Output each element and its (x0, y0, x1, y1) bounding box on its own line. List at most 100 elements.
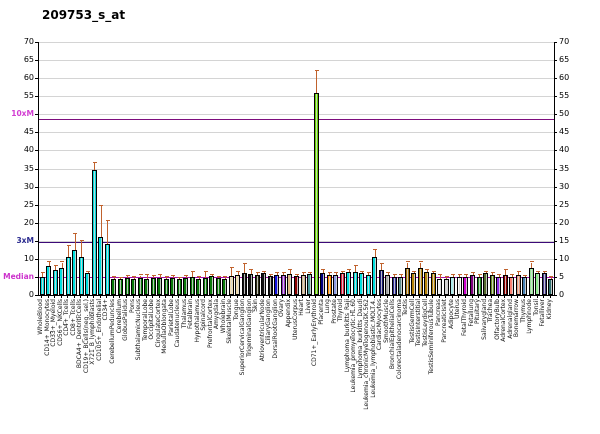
y-axis-label-left: 65 (23, 55, 34, 65)
y-axis-label-right: 0 (559, 290, 565, 299)
bar-center-stripe (368, 276, 370, 294)
error-whisker-cap (321, 268, 326, 270)
bar (391, 276, 397, 295)
x-tick (393, 295, 395, 298)
error-whisker (316, 70, 318, 93)
error-whisker (303, 273, 305, 276)
error-whisker-cap (86, 270, 91, 272)
error-whisker-cap (99, 205, 104, 207)
error-whisker (498, 275, 500, 277)
error-whisker-cap (184, 275, 189, 277)
y-tick-right (554, 240, 557, 242)
error-whisker (270, 274, 272, 277)
bar (104, 244, 110, 295)
error-whisker (185, 276, 187, 279)
bar-center-stripe (505, 276, 507, 294)
error-whisker-cap (281, 272, 286, 274)
bar-center-stripe (42, 277, 44, 294)
bar (463, 276, 469, 295)
bar-center-stripe (68, 258, 70, 294)
gridline (39, 204, 554, 206)
bar-center-stripe (270, 277, 272, 294)
error-whisker-cap (164, 275, 169, 277)
error-whisker (172, 275, 174, 279)
error-whisker-cap (190, 271, 195, 273)
x-tick (484, 295, 486, 298)
x-tick (67, 295, 69, 298)
error-whisker (518, 271, 520, 276)
error-whisker (439, 275, 441, 279)
bar (137, 278, 143, 295)
error-whisker-cap (379, 263, 384, 265)
bar-center-stripe (61, 268, 63, 294)
y-axis-label-left: 45 (23, 127, 34, 137)
bar (476, 276, 482, 295)
error-whisker (355, 266, 357, 272)
error-whisker-cap (288, 268, 293, 270)
error-whisker-cap (373, 248, 378, 250)
error-whisker-cap (549, 275, 554, 277)
bar-center-stripe (140, 279, 142, 294)
bar-center-stripe (387, 276, 389, 294)
gridline (39, 168, 554, 170)
y-tick-right (554, 78, 557, 80)
x-tick (47, 295, 49, 298)
bar-center-stripe (492, 276, 494, 294)
error-whisker (485, 272, 487, 274)
bar (267, 276, 273, 295)
bar-center-stripe (250, 275, 252, 294)
y-axis-label-left: 30 (23, 181, 34, 191)
error-whisker-cap (418, 261, 423, 263)
bar-center-stripe (465, 277, 467, 294)
bar-center-stripe (237, 276, 239, 294)
y-axis-label-right: 35 (559, 163, 570, 173)
error-whisker (394, 275, 396, 277)
bar-center-stripe (107, 245, 109, 294)
bar-center-stripe (361, 274, 363, 294)
error-whisker-cap (132, 276, 137, 278)
x-tick (295, 295, 297, 298)
bar-center-stripe (342, 274, 344, 294)
error-whisker (198, 276, 200, 279)
error-whisker-cap (105, 219, 110, 221)
bar (404, 267, 410, 295)
error-whisker-cap (542, 271, 547, 273)
y-axis-label-right: 65 (559, 55, 570, 65)
y-axis-label-right: 60 (559, 73, 570, 83)
bar-center-stripe (420, 268, 422, 294)
y-axis-label-left: 0 (28, 290, 34, 299)
x-tick (412, 295, 414, 298)
y-axis-label-right: 20 (559, 217, 570, 227)
y-axis-label-left: 3xM (16, 235, 34, 245)
bar-center-stripe (537, 274, 539, 294)
error-whisker-cap (216, 275, 221, 277)
x-tick (60, 295, 62, 298)
bar-center-stripe (472, 276, 474, 294)
x-tick (106, 295, 108, 298)
bar (150, 278, 156, 295)
error-whisker-cap (60, 261, 65, 263)
error-whisker-cap (347, 268, 352, 270)
bar (274, 275, 280, 295)
bar-center-stripe (329, 276, 331, 294)
x-tick (112, 295, 114, 298)
error-whisker (465, 275, 467, 277)
bar-center-stripe (322, 274, 324, 294)
gridline (39, 186, 554, 188)
x-tick (41, 295, 43, 298)
x-tick (321, 295, 323, 298)
bar-center-stripe (192, 278, 194, 294)
bar (176, 279, 182, 295)
error-whisker (100, 206, 102, 238)
x-category-label: Kidney (545, 299, 553, 320)
bar (502, 275, 508, 295)
error-whisker (205, 271, 207, 278)
error-whisker (224, 277, 226, 279)
bar (215, 278, 221, 295)
bar (111, 278, 117, 295)
x-tick (282, 295, 284, 298)
error-whisker (426, 269, 428, 272)
error-whisker (146, 274, 148, 279)
x-category-label: Trachea (487, 299, 495, 323)
y-tick-left (35, 42, 38, 43)
